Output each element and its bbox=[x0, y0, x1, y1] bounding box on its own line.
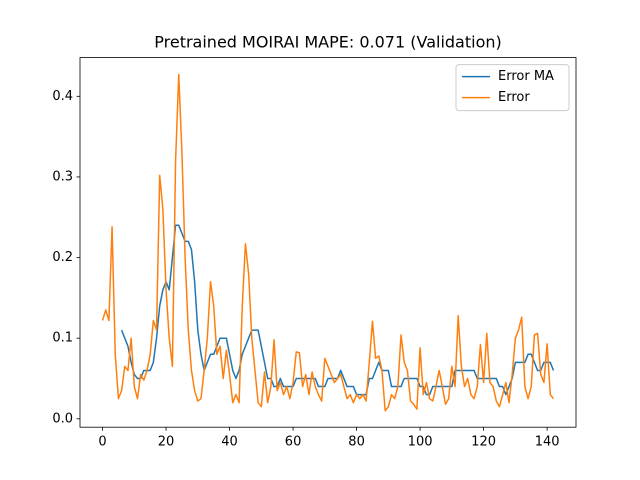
y-tick-label: 0.3 bbox=[52, 169, 73, 184]
legend-label: Error bbox=[498, 90, 530, 105]
x-tick-label: 140 bbox=[535, 435, 560, 450]
y-tick-label: 0.4 bbox=[52, 89, 73, 104]
x-tick-label: 60 bbox=[285, 435, 302, 450]
chart-title: Pretrained MOIRAI MAPE: 0.071 (Validatio… bbox=[154, 33, 501, 52]
y-tick-label: 0.2 bbox=[52, 250, 73, 265]
x-tick-label: 20 bbox=[158, 435, 175, 450]
data-line bbox=[101, 73, 555, 412]
plot-frame bbox=[79, 57, 577, 428]
x-tick-label: 40 bbox=[221, 435, 238, 450]
x-tick-label: 120 bbox=[471, 435, 496, 450]
y-tick-label: 0.1 bbox=[52, 331, 73, 346]
legend-label: Error MA bbox=[498, 69, 554, 84]
x-tick-label: 0 bbox=[98, 435, 106, 450]
x-tick-label: 80 bbox=[348, 435, 365, 450]
y-tick-label: 0.0 bbox=[52, 411, 73, 426]
x-tick-label: 100 bbox=[408, 435, 433, 450]
